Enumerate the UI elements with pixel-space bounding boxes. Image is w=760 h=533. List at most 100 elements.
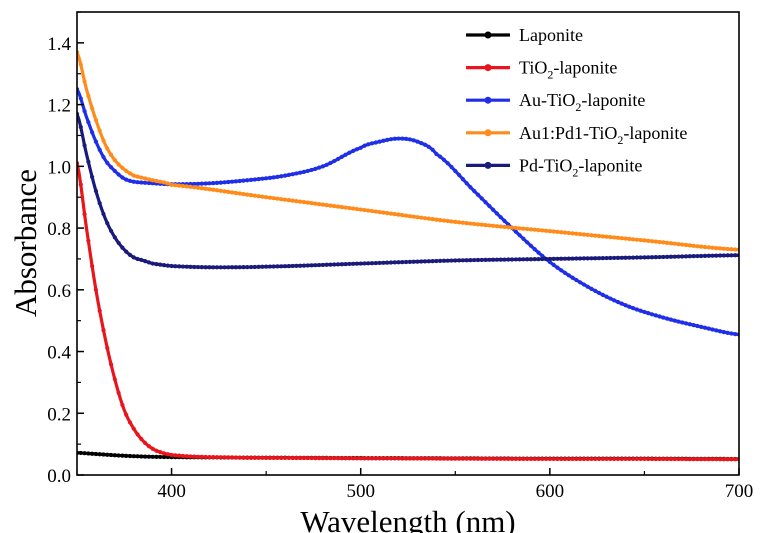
data-point [665, 456, 670, 462]
data-point [411, 138, 416, 143]
data-point [385, 456, 390, 461]
data-point [218, 188, 223, 193]
data-point [290, 455, 295, 461]
data-point [456, 172, 462, 178]
data-point [108, 362, 114, 367]
data-point [699, 253, 704, 259]
data-point [596, 256, 602, 261]
data-point [714, 245, 719, 251]
data-point [543, 228, 549, 233]
data-point [680, 456, 685, 462]
data-point [691, 323, 696, 328]
data-point [498, 456, 503, 461]
data-point [237, 191, 242, 196]
data-point [317, 165, 322, 170]
data-point [373, 209, 378, 214]
data-point [93, 117, 99, 123]
data-point [320, 202, 325, 207]
data-point [725, 330, 730, 335]
data-point [120, 453, 125, 458]
data-point [555, 456, 560, 462]
data-point [714, 457, 719, 462]
data-point [366, 261, 371, 266]
data-point [676, 319, 681, 324]
data-point [108, 165, 114, 170]
data-point [142, 454, 148, 459]
data-point [82, 143, 87, 148]
data-point [646, 311, 651, 316]
data-point [733, 253, 738, 258]
data-point [411, 259, 416, 264]
data-point [354, 456, 360, 461]
data-point [668, 254, 674, 259]
data-point [717, 457, 723, 462]
data-point [434, 258, 439, 264]
data-point [506, 257, 511, 262]
data-point [479, 257, 484, 263]
data-point [93, 139, 99, 144]
data-point [562, 230, 568, 235]
data-point [714, 328, 719, 333]
data-point [332, 262, 337, 267]
data-point [309, 455, 314, 461]
data-point [328, 262, 333, 267]
data-point [498, 257, 503, 262]
data-point [173, 183, 178, 188]
data-point [320, 262, 325, 268]
data-point [313, 263, 318, 268]
data-point [150, 261, 155, 266]
data-point [475, 192, 481, 197]
data-point [407, 214, 412, 219]
data-point [532, 456, 537, 462]
data-point [642, 238, 647, 243]
data-point [525, 240, 530, 245]
data-point [127, 453, 133, 459]
data-point [665, 316, 670, 321]
y-tick-label: 1.4 [47, 34, 71, 55]
data-point [245, 178, 250, 183]
data-point [180, 453, 186, 459]
data-point [585, 232, 590, 237]
data-point [487, 456, 492, 461]
data-point [301, 169, 307, 174]
data-point [290, 198, 295, 203]
legend-item: Laponite [466, 25, 583, 45]
data-point [729, 331, 734, 336]
data-point [214, 188, 220, 193]
data-point [271, 175, 276, 180]
data-point [551, 229, 556, 234]
data-point [491, 223, 496, 228]
data-point [290, 263, 295, 269]
data-point [135, 432, 140, 437]
data-point [392, 456, 397, 461]
data-point [169, 182, 174, 187]
data-point [706, 245, 711, 250]
data-point [581, 282, 587, 287]
data-point [214, 265, 220, 270]
data-point [161, 263, 167, 268]
data-point [211, 265, 216, 270]
data-point [101, 452, 106, 457]
data-point [271, 455, 276, 460]
data-point [468, 185, 473, 190]
data-point [97, 128, 102, 133]
data-point [248, 193, 254, 198]
data-point [551, 256, 556, 261]
data-point [721, 253, 726, 258]
data-point [131, 426, 136, 431]
data-point [721, 457, 726, 462]
data-point [419, 259, 424, 264]
data-point [335, 262, 341, 267]
data-point [615, 456, 621, 462]
data-point [309, 167, 314, 173]
data-point [120, 402, 125, 408]
data-point [101, 328, 106, 333]
data-point [358, 261, 363, 266]
data-point [305, 263, 310, 268]
data-point [396, 212, 401, 217]
data-point [377, 260, 382, 266]
data-point [680, 320, 685, 325]
data-point [589, 286, 594, 291]
data-point [230, 265, 235, 270]
data-point [653, 456, 658, 462]
